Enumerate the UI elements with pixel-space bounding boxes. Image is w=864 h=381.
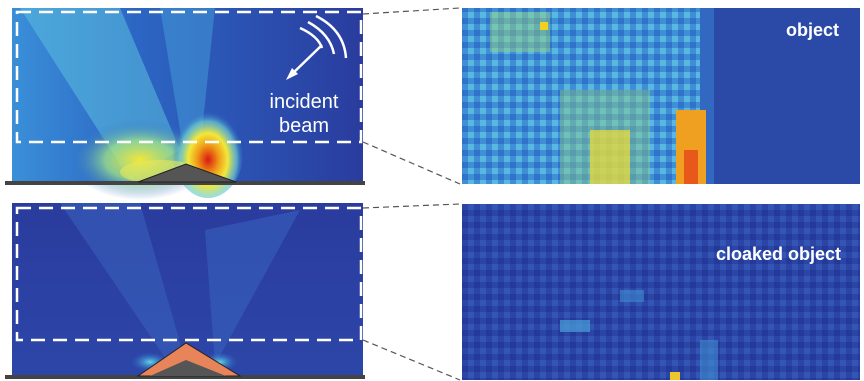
- field-panel-object: [12, 8, 363, 200]
- incident-label-line2: beam: [278, 115, 330, 137]
- incident-beam-label: incident beam: [262, 90, 346, 138]
- connector-lines: [362, 7, 461, 381]
- measurement-panel-cloaked: [462, 204, 860, 380]
- dashed-frames: [15, 10, 363, 342]
- cloaked-object-bottom: [5, 342, 365, 379]
- incident-label-line1: incident: [269, 91, 339, 113]
- object-top: [5, 163, 365, 185]
- object-label: object: [786, 20, 840, 40]
- beam-arrow-icon: [286, 14, 348, 80]
- cloaked-object-label: cloaked object: [716, 244, 842, 264]
- measurement-panel-object: [462, 8, 860, 184]
